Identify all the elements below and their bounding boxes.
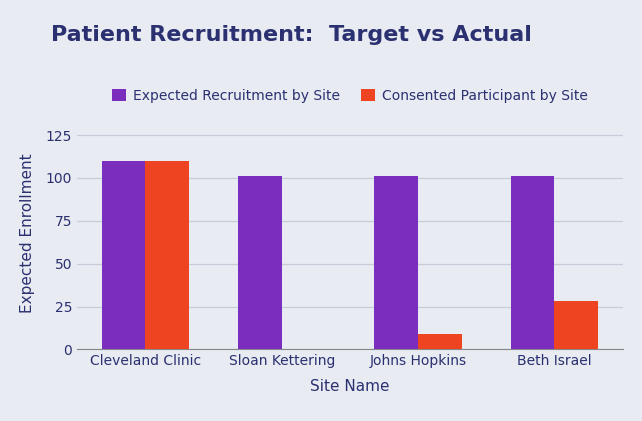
Bar [554,301,598,349]
Legend: Expected Recruitment by Site, Consented Participant by Site: Expected Recruitment by Site, Consented … [107,83,593,108]
X-axis label: Site Name: Site Name [310,379,390,394]
Bar [102,161,146,349]
Bar [238,176,282,349]
Bar [510,176,554,349]
Bar [374,176,418,349]
Y-axis label: Expected Enrollment: Expected Enrollment [20,154,35,314]
Bar [418,334,462,349]
Bar [146,161,189,349]
Text: Patient Recruitment:  Target vs Actual: Patient Recruitment: Target vs Actual [51,25,532,45]
